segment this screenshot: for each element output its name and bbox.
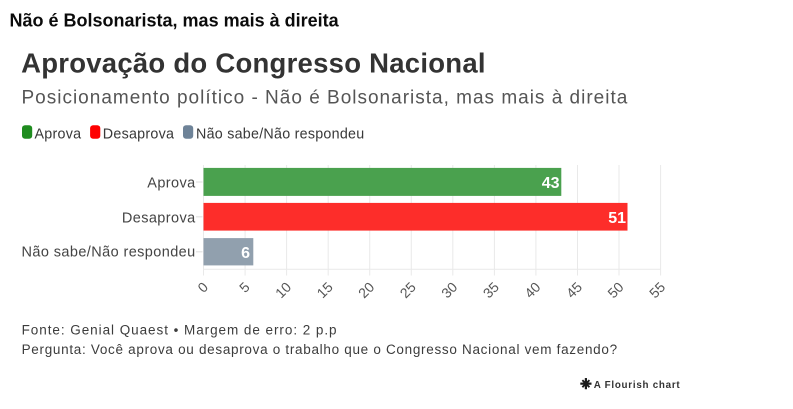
svg-text:51: 51 [608, 210, 626, 227]
svg-text:Aprovação do Congresso Naciona: Aprovação do Congresso Nacional [21, 47, 486, 78]
svg-text:Posicionamento político - Não: Posicionamento político - Não é Bolsonar… [22, 88, 629, 109]
svg-text:Aprova: Aprova [35, 127, 82, 143]
svg-text:Pergunta: Você aprova ou desap: Pergunta: Você aprova ou desaprova o tra… [22, 342, 618, 357]
svg-text:A Flourish chart: A Flourish chart [594, 380, 681, 391]
svg-text:Desaprova: Desaprova [103, 127, 174, 143]
svg-text:Fonte: Genial Quaest • Margem: Fonte: Genial Quaest • Margem de erro: 2… [22, 323, 338, 338]
svg-text:Desaprova: Desaprova [122, 210, 196, 226]
svg-text:Não sabe/Não respondeu: Não sabe/Não respondeu [196, 127, 364, 143]
svg-text:43: 43 [542, 175, 560, 192]
svg-text:6: 6 [241, 245, 250, 262]
svg-text:Não é Bolsonarista, mas mais à: Não é Bolsonarista, mas mais à direita [10, 10, 340, 30]
svg-text:Aprova: Aprova [147, 176, 196, 192]
svg-text:Não sabe/Não respondeu: Não sabe/Não respondeu [22, 245, 196, 261]
